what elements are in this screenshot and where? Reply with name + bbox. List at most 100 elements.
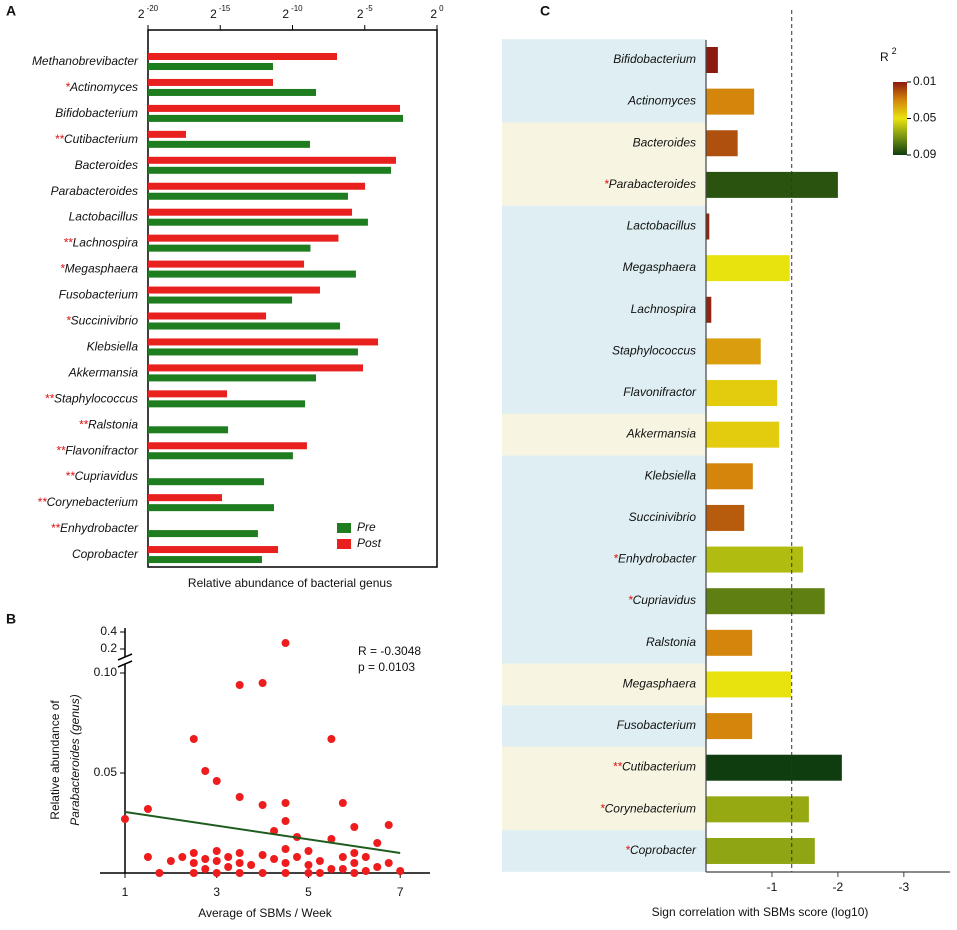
category-label: *Parabacteroides [604,177,696,191]
significance-star: * [60,262,65,276]
x-tick-label: -3 [899,880,910,894]
data-point [258,869,267,877]
data-point [143,805,152,813]
bar [148,166,392,174]
row-band [502,538,706,581]
category-label: **Lachnospira [63,236,138,250]
bar [706,713,753,740]
significance-star: ** [65,469,75,483]
bar [148,374,317,382]
bar [148,286,320,294]
significance-star: ** [79,417,89,431]
category-name: Lactobacillus [627,219,696,233]
data-point [143,853,152,861]
bar [148,88,317,96]
bar [148,348,358,356]
category-name: Actinomyces [627,94,696,108]
row-band [502,622,706,664]
data-point [178,853,187,861]
category-name: Ralstonia [88,417,138,431]
category-label: Megasphaera [623,677,697,691]
category-label: Bifidobacterium [613,52,696,66]
category-label: *Actinomyces [65,80,138,94]
x-tick-label: 3 [213,885,220,899]
data-point [361,867,370,875]
significance-star: * [65,80,70,94]
data-point [361,853,370,861]
category-label: **Cutibacterium [613,760,696,774]
significance-star: * [600,802,605,816]
bar [148,312,267,320]
legend-swatch [337,523,351,533]
row-band [502,372,706,414]
data-point [258,851,267,859]
bar [706,546,803,573]
category-name: Actinomyces [69,80,138,94]
bar [148,218,368,226]
tick-base: 2 [282,7,289,21]
category-name: Succinivibrio [629,510,697,524]
data-point [201,767,210,775]
bar [148,192,348,200]
tick-base: 2 [138,7,145,21]
bar [148,182,366,190]
data-point [166,857,175,865]
x-tick-label: -2 [833,880,844,894]
category-label: *Cupriavidus [628,593,696,607]
bar [148,390,228,398]
category-label: Fusobacterium [59,288,138,302]
significance-star: ** [37,495,47,509]
row-band [502,80,706,123]
bar [148,338,379,346]
category-label: Flavonifractor [623,385,697,399]
data-point [212,857,221,865]
data-point [315,857,324,865]
tick-exponent: -15 [219,4,231,13]
bar [706,588,825,615]
category-label: Bacteroides [633,135,696,149]
data-point [281,817,290,825]
bar [148,478,265,486]
data-point [373,839,382,847]
category-name: Megasphaera [623,260,697,274]
data-point [258,679,267,687]
row-band [502,705,706,747]
bar [148,426,229,434]
data-point [270,855,279,863]
significance-star: ** [45,392,55,406]
colorbar-tick-label: 0.05 [913,111,937,125]
bar [706,796,809,823]
y-tick-label: 0.4 [100,624,117,638]
annotation: R = -0.3048 [358,644,421,658]
bar [706,671,792,698]
bar [706,504,745,531]
bar [706,213,710,240]
bar [148,130,186,138]
category-label: **Corynebacterium [37,495,138,509]
category-label: **Enhydrobacter [51,521,139,535]
bar [148,530,258,538]
data-point [235,869,244,877]
row-band [502,39,706,81]
x-axis-title: Sign correlation with SBMs score (log10) [652,905,869,919]
data-point [247,861,256,869]
legend-swatch [337,539,351,549]
category-name: Methanobrevibacter [32,54,139,68]
data-point [189,869,198,877]
tick-exponent: -10 [291,4,303,13]
row-band [502,413,706,456]
colorbar [893,82,907,155]
bar [148,234,339,242]
category-label: Parabacteroides [51,184,138,198]
data-point [350,823,359,831]
significance-star: ** [56,443,66,457]
title-sup: 2 [892,46,897,56]
bar [706,629,753,656]
bar [706,837,815,864]
bar [148,322,341,330]
bar [148,270,356,278]
y-tick-label: 0.10 [94,665,118,679]
category-label: *Coprobacter [625,843,697,857]
